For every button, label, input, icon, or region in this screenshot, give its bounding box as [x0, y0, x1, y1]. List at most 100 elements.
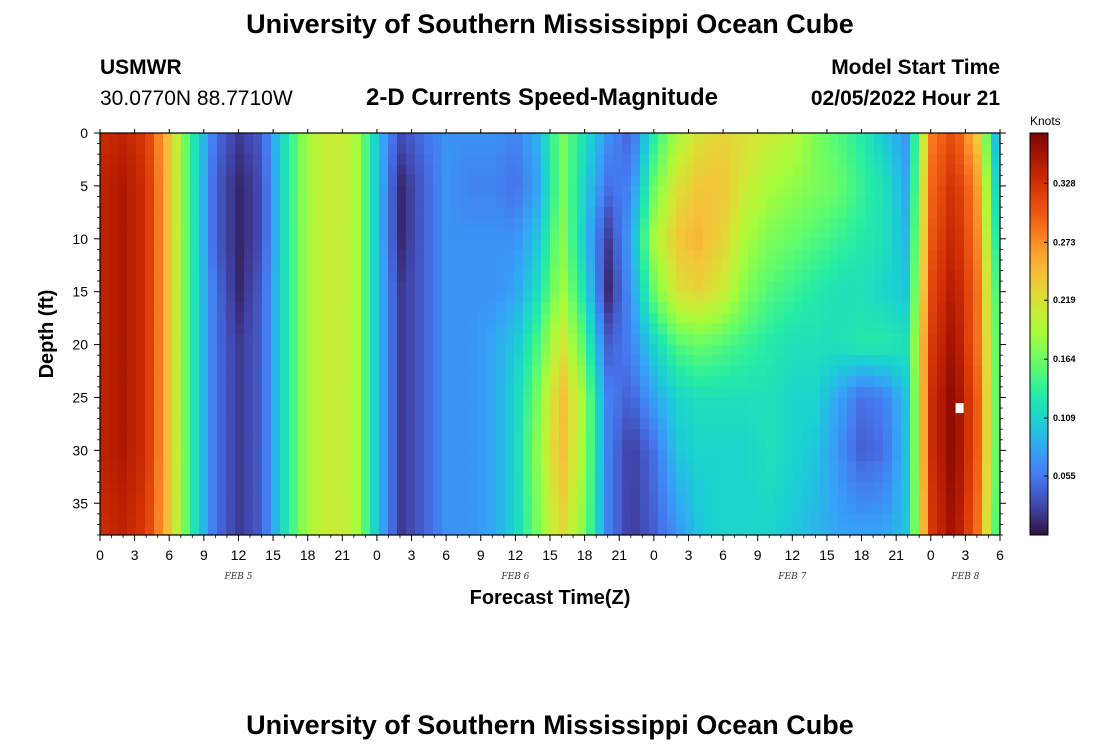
heatmap-cell — [190, 270, 200, 282]
heatmap-cell — [874, 281, 884, 293]
heatmap-cell — [199, 249, 209, 261]
heatmap-cell — [190, 471, 200, 483]
heatmap-cell — [496, 302, 506, 314]
heatmap-cell — [280, 376, 290, 388]
heatmap-cell — [775, 450, 785, 462]
heatmap-cell — [865, 270, 875, 282]
heatmap-cell — [316, 376, 326, 388]
heatmap-cell — [631, 249, 641, 261]
heatmap-cell — [163, 429, 173, 441]
heatmap-cell — [784, 397, 794, 409]
heatmap-cell — [154, 270, 164, 282]
heatmap-cell — [280, 175, 290, 187]
heatmap-cell — [415, 249, 425, 261]
heatmap-cell — [514, 302, 524, 314]
heatmap-cell — [505, 238, 515, 250]
heatmap-cell — [883, 365, 893, 377]
heatmap-cell — [334, 143, 344, 155]
heatmap-cell — [730, 249, 740, 261]
heatmap-cell — [118, 397, 128, 409]
heatmap-cell — [442, 143, 452, 155]
heatmap-cell — [829, 344, 839, 356]
heatmap-cell — [406, 513, 416, 526]
heatmap-cell — [685, 503, 695, 515]
heatmap-cell — [298, 439, 308, 451]
heatmap-cell — [505, 376, 515, 388]
heatmap-cell — [757, 450, 767, 462]
heatmap-cell — [397, 334, 407, 346]
heatmap-cell — [235, 397, 245, 409]
heatmap-cell — [190, 281, 200, 293]
heatmap-cell — [928, 143, 938, 155]
heatmap-cell — [604, 503, 614, 515]
heatmap-cell — [694, 270, 704, 282]
heatmap-cell — [973, 492, 983, 504]
heatmap-cell — [964, 482, 974, 494]
heatmap-cell — [550, 365, 560, 377]
heatmap-cell — [352, 376, 362, 388]
heatmap-cell — [559, 397, 569, 409]
heatmap-cell — [433, 439, 443, 451]
heatmap-cell — [361, 344, 371, 356]
heatmap-cell — [361, 386, 371, 399]
heatmap-cell — [460, 207, 470, 219]
heatmap-cell — [883, 312, 893, 325]
heatmap-cell — [685, 482, 695, 494]
heatmap-cell — [397, 386, 407, 399]
heatmap-cell — [181, 376, 191, 388]
heatmap-cell — [658, 217, 668, 229]
heatmap-cell — [604, 513, 614, 526]
heatmap-cell — [370, 291, 380, 303]
heatmap-cell — [226, 154, 236, 166]
heatmap-cell — [892, 429, 902, 441]
heatmap-cell — [568, 228, 578, 240]
heatmap-cell — [703, 386, 713, 399]
heatmap-cell — [118, 408, 128, 420]
heatmap-cell — [568, 312, 578, 325]
heatmap-cell — [289, 439, 299, 451]
heatmap-cell — [298, 291, 308, 303]
heatmap-cell — [406, 228, 416, 240]
heatmap-cell — [613, 460, 623, 473]
heatmap-cell — [748, 482, 758, 494]
heatmap-cell — [802, 185, 812, 198]
heatmap-cell — [658, 228, 668, 240]
heatmap-cell — [676, 429, 686, 441]
heatmap-cell — [181, 344, 191, 356]
heatmap-cell — [244, 408, 254, 420]
heatmap-cell — [244, 217, 254, 229]
heatmap-cell — [352, 344, 362, 356]
heatmap-cell — [865, 238, 875, 250]
heatmap-cell — [748, 133, 758, 145]
heatmap-cell — [820, 429, 830, 441]
heatmap-cell — [559, 185, 569, 198]
heatmap-cell — [343, 270, 353, 282]
heatmap-cell — [928, 418, 938, 430]
heatmap-cell — [919, 259, 929, 272]
heatmap-cell — [649, 513, 659, 526]
heatmap-cell — [649, 249, 659, 261]
x-tick-label: 9 — [754, 547, 762, 563]
heatmap-cell — [397, 365, 407, 377]
heatmap-cell — [343, 492, 353, 504]
heatmap-cell — [478, 386, 488, 399]
heatmap-cell — [487, 270, 497, 282]
heatmap-cell — [613, 164, 623, 176]
heatmap-cell — [577, 175, 587, 187]
heatmap-cell — [253, 238, 263, 250]
heatmap-cell — [739, 376, 749, 388]
heatmap-cell — [199, 334, 209, 346]
heatmap-cell — [658, 291, 668, 303]
heatmap-cell — [235, 471, 245, 483]
heatmap-cell — [793, 185, 803, 198]
heatmap-cell — [712, 450, 722, 462]
heatmap-cell — [424, 408, 434, 420]
heatmap-cell — [784, 154, 794, 166]
heatmap-cell — [712, 175, 722, 187]
heatmap-cell — [766, 207, 776, 219]
heatmap-cell — [217, 270, 227, 282]
heatmap-cell — [280, 133, 290, 145]
heatmap-cell — [199, 471, 209, 483]
heatmap-cell — [424, 185, 434, 198]
heatmap-cell — [163, 154, 173, 166]
